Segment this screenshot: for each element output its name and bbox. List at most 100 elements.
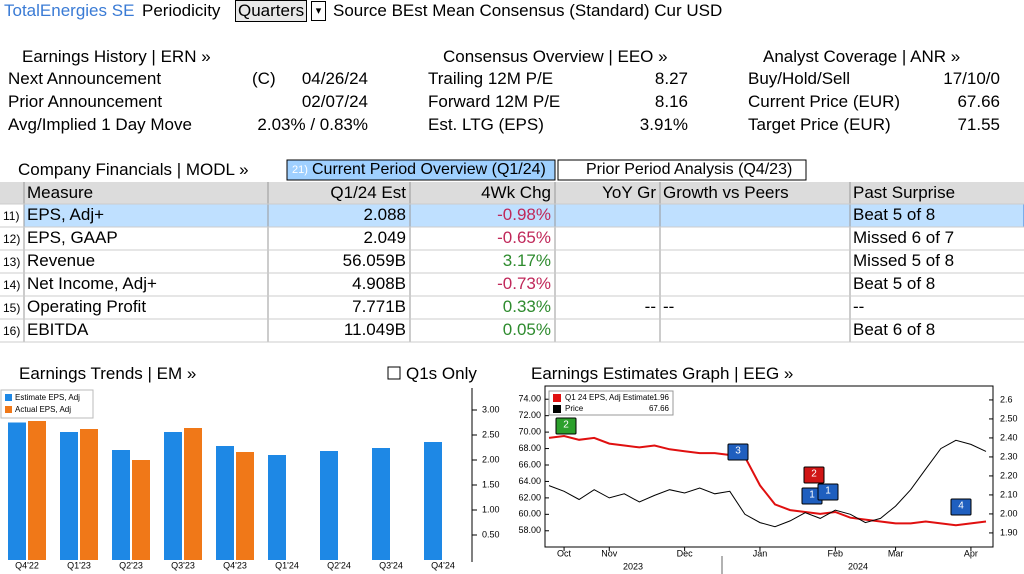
x-tick-label: Q1'23 bbox=[67, 560, 91, 570]
legend-label: Price bbox=[565, 404, 584, 413]
column-header: 4Wk Chg bbox=[481, 183, 551, 202]
column-header: Past Surprise bbox=[853, 183, 956, 202]
y-tick-label: 2.20 bbox=[1000, 470, 1018, 480]
plot-frame bbox=[544, 385, 994, 548]
tab-label[interactable]: Prior Period Analysis (Q4/23) bbox=[586, 161, 793, 178]
cell-est: 11.049B bbox=[343, 320, 406, 339]
cell-surprise: Beat 6 of 8 bbox=[853, 320, 936, 339]
y-tick-label: 2.00 bbox=[482, 454, 500, 464]
bar bbox=[268, 455, 286, 560]
cell-est: 4.908B bbox=[352, 274, 406, 293]
row-value: 67.66 bbox=[957, 92, 1000, 111]
bar bbox=[216, 446, 234, 560]
legend-swatch bbox=[5, 394, 12, 401]
source-label: Source BEst Mean Consensus (Standard) Cu… bbox=[333, 1, 723, 20]
row-value: 17/10/0 bbox=[943, 69, 1000, 88]
x-tick-label: Q2'23 bbox=[119, 560, 143, 570]
bar bbox=[320, 451, 338, 560]
checkbox bbox=[387, 366, 401, 380]
x-tick-label: Oct bbox=[557, 548, 572, 558]
event-label: 2 bbox=[563, 420, 569, 431]
table-header-bg bbox=[0, 182, 1024, 204]
x-tick-label: Q3'24 bbox=[379, 560, 403, 570]
event-label: 1 bbox=[825, 486, 831, 497]
cell-surprise: Missed 5 of 8 bbox=[853, 251, 955, 270]
cell-measure: EPS, Adj+ bbox=[27, 205, 105, 224]
line-series bbox=[548, 439, 987, 528]
bar bbox=[184, 428, 202, 560]
panel-title[interactable]: Analyst Coverage | ANR » bbox=[763, 47, 961, 66]
event-label: 1 bbox=[809, 490, 815, 501]
legend-swatch bbox=[553, 405, 561, 413]
cell-surprise: Missed 6 of 7 bbox=[853, 228, 955, 247]
dropdown-arrow[interactable]: ▾ bbox=[311, 1, 326, 21]
tab-label[interactable]: Current Period Overview (Q1/24) bbox=[312, 161, 546, 178]
cell-est: 7.771B bbox=[352, 297, 406, 316]
row-label: Current Price (EUR) bbox=[748, 92, 901, 111]
y-tick-label: 0.50 bbox=[482, 529, 500, 539]
section-title[interactable]: Company Financials | MODL » bbox=[18, 160, 249, 179]
y-tick-label: 2.30 bbox=[1000, 451, 1018, 461]
row-number[interactable]: 13) bbox=[3, 255, 21, 269]
y-tick-label: 2.6 bbox=[1000, 394, 1013, 404]
y-tick-label: 68.00 bbox=[518, 443, 541, 453]
row-number[interactable]: 15) bbox=[3, 301, 21, 315]
panel-title[interactable]: Earnings History | ERN » bbox=[22, 47, 211, 66]
row-number[interactable]: 11) bbox=[3, 209, 20, 223]
cell-measure: Revenue bbox=[27, 251, 96, 270]
legend-label: Actual EPS, Adj bbox=[15, 405, 71, 414]
y-tick-label: 66.00 bbox=[518, 459, 541, 469]
y-tick-label: 58.00 bbox=[518, 525, 541, 535]
cell-yoy: -- bbox=[644, 297, 656, 316]
checkbox-label[interactable]: Q1s Only bbox=[406, 364, 477, 383]
x-tick-label: Jan bbox=[753, 548, 768, 558]
y-tick-label: 1.50 bbox=[482, 479, 500, 489]
row-value: 3.91% bbox=[639, 115, 688, 134]
x-tick-label: Q4'22 bbox=[15, 560, 39, 570]
row-label: Trailing 12M P/E bbox=[428, 69, 554, 88]
y-tick-label: 2.10 bbox=[1000, 489, 1018, 499]
row-label: Est. LTG (EPS) bbox=[428, 115, 544, 134]
y-tick-label: 3.00 bbox=[482, 404, 500, 414]
row-number[interactable]: 14) bbox=[3, 278, 21, 292]
cell-chg: 0.05% bbox=[502, 320, 551, 339]
row-number[interactable]: 16) bbox=[3, 324, 21, 338]
row-prefix: (C) bbox=[252, 69, 276, 88]
bar bbox=[236, 452, 254, 560]
legend-box bbox=[0, 389, 94, 419]
chart-title[interactable]: Earnings Trends | EM » bbox=[19, 364, 197, 383]
panel-title[interactable]: Consensus Overview | EEO » bbox=[443, 47, 668, 66]
cell-est: 2.088 bbox=[363, 205, 406, 224]
row-label: Avg/Implied 1 Day Move bbox=[8, 115, 192, 134]
cell-measure: Operating Profit bbox=[27, 297, 147, 316]
legend-swatch bbox=[553, 394, 561, 402]
cell-chg: -0.98% bbox=[497, 205, 551, 224]
company-link[interactable]: TotalEnergies SE bbox=[4, 1, 135, 20]
column-header: Measure bbox=[27, 183, 94, 202]
y-tick-label: 2.00 bbox=[1000, 508, 1018, 518]
y-tick-label: 1.90 bbox=[1000, 527, 1018, 537]
row-value: 71.55 bbox=[957, 115, 1000, 134]
row-number[interactable]: 12) bbox=[3, 232, 21, 246]
cell-chg: -0.73% bbox=[497, 274, 551, 293]
chart-title[interactable]: Earnings Estimates Graph | EEG » bbox=[531, 364, 794, 383]
periodicity-dropdown[interactable]: Quarters bbox=[235, 0, 308, 22]
column-header: YoY Gr bbox=[602, 183, 656, 202]
cell-chg: -0.65% bbox=[497, 228, 551, 247]
bar bbox=[28, 421, 46, 560]
row-value: 8.27 bbox=[654, 69, 688, 88]
cell-est: 56.059B bbox=[342, 251, 406, 270]
x-tick-label: Feb bbox=[828, 548, 844, 558]
x-tick-label: Q2'24 bbox=[327, 560, 351, 570]
row-value: 2.03% / 0.83% bbox=[257, 115, 368, 134]
legend-label: Estimate EPS, Adj bbox=[15, 393, 80, 402]
x-tick-label: Apr bbox=[964, 548, 978, 558]
active-tab bbox=[286, 159, 556, 181]
periodicity-label: Periodicity bbox=[142, 1, 221, 20]
legend-value: 67.66 bbox=[649, 404, 670, 413]
y-tick-label: 60.00 bbox=[518, 509, 541, 519]
x-tick-label: Nov bbox=[601, 548, 618, 558]
bar bbox=[424, 442, 442, 560]
y-tick-label: 2.50 bbox=[1000, 413, 1018, 423]
legend-swatch bbox=[5, 406, 12, 413]
